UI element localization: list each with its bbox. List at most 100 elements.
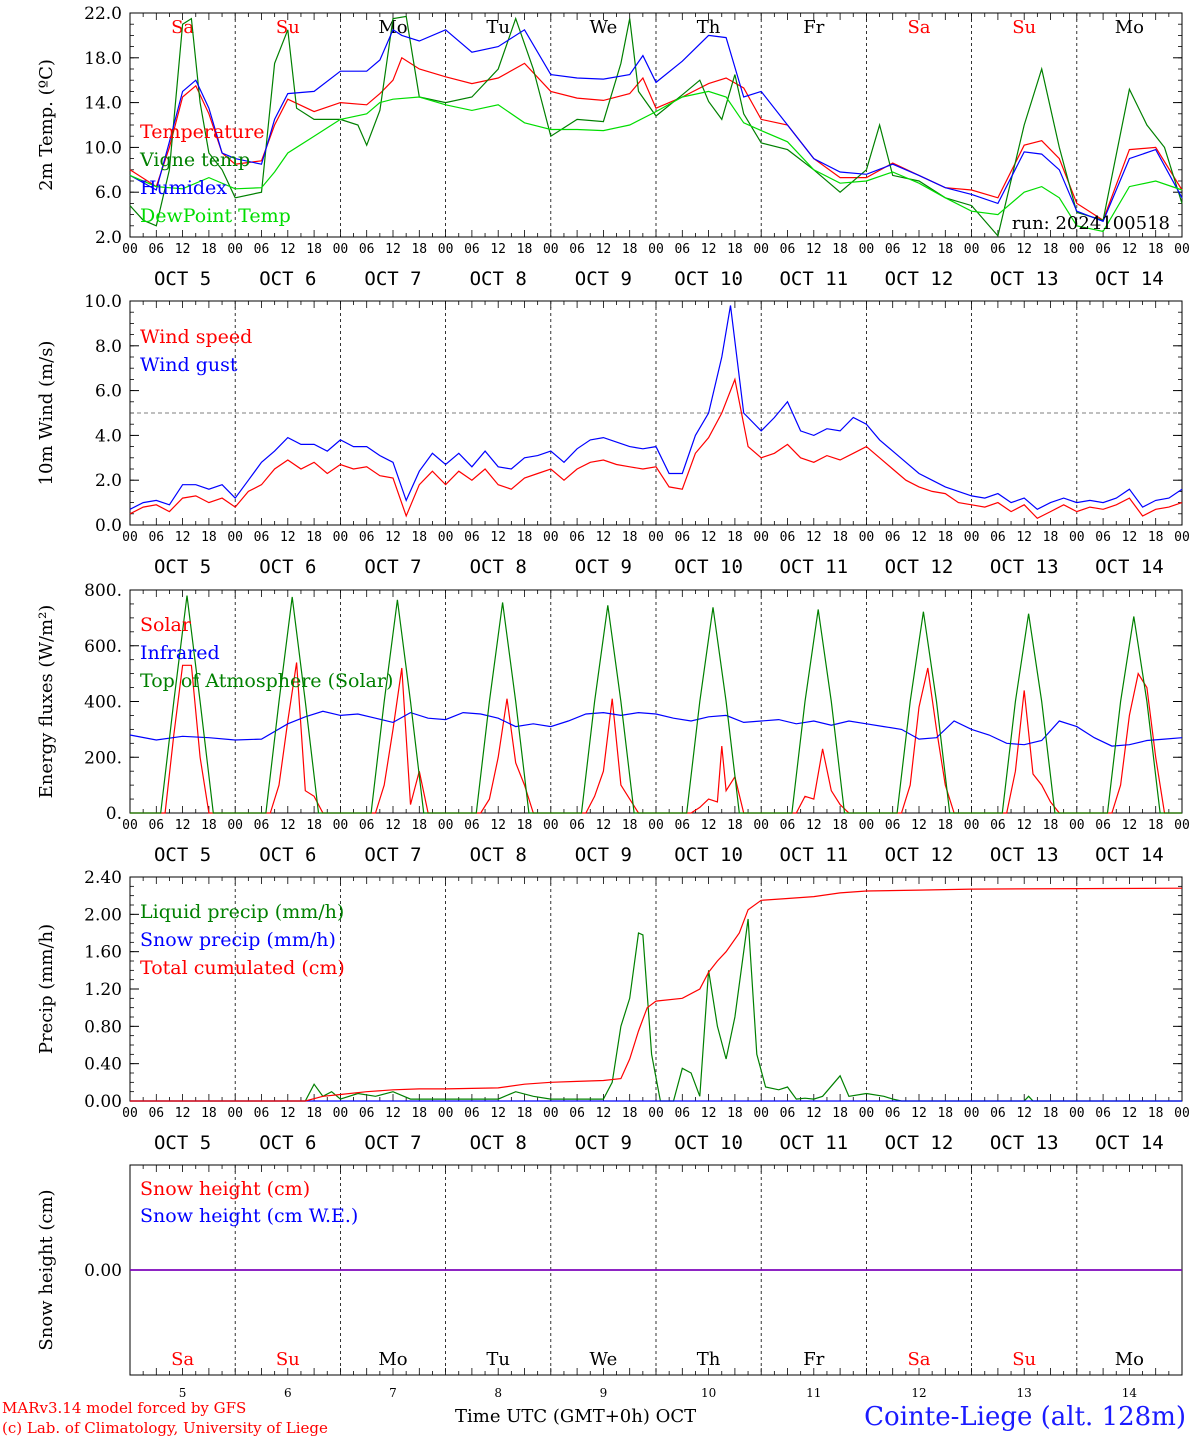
hour-tick-label: 12	[806, 530, 822, 545]
hour-tick-label: 18	[1043, 530, 1059, 545]
date-label: OCT 12	[885, 1132, 954, 1154]
hour-tick-label: 00	[964, 1106, 980, 1121]
day-number-label: 7	[389, 1386, 397, 1400]
hour-tick-label: 18	[832, 242, 848, 257]
date-label: OCT 14	[1095, 268, 1164, 290]
date-label: OCT 6	[259, 1132, 316, 1154]
hour-tick-label: 12	[490, 1106, 506, 1121]
hour-tick-label: 00	[438, 242, 454, 257]
day-of-week-label: Sa	[907, 1349, 930, 1370]
hour-tick-label: 06	[148, 818, 164, 833]
date-label: OCT 7	[364, 268, 421, 290]
hour-tick-label: 18	[832, 530, 848, 545]
day-of-week-label: Su	[276, 17, 300, 38]
hour-tick-label: 18	[832, 1106, 848, 1121]
hour-tick-label: 06	[885, 242, 901, 257]
hour-tick-label: 00	[333, 530, 349, 545]
hour-tick-label: 00	[859, 242, 875, 257]
hour-tick-label: 12	[1122, 818, 1138, 833]
hour-tick-label: 00	[859, 1106, 875, 1121]
hour-tick-label: 06	[569, 530, 585, 545]
y-tick-label: 200.	[84, 748, 122, 768]
hour-tick-label: 12	[596, 818, 612, 833]
credit-line-2: (c) Lab. of Climatology, University of L…	[2, 1419, 328, 1437]
hour-tick-label: 18	[517, 818, 533, 833]
hour-tick-label: 06	[359, 530, 375, 545]
hour-tick-label: 00	[964, 818, 980, 833]
hour-tick-label: 06	[569, 818, 585, 833]
y-tick-label: 0.0	[95, 516, 122, 536]
y-tick-label: 8.0	[95, 337, 122, 357]
hour-tick-label: 12	[1122, 1106, 1138, 1121]
hour-tick-label: 06	[359, 242, 375, 257]
hour-tick-label: 00	[753, 1106, 769, 1121]
series-line-top-of-atmosphere-solar-	[130, 595, 1182, 814]
hour-tick-label: 06	[254, 242, 270, 257]
hour-tick-label: 12	[1016, 818, 1032, 833]
day-number-label: 10	[701, 1386, 716, 1400]
day-of-week-label: Tu	[486, 1349, 510, 1370]
hour-tick-label: 12	[175, 818, 191, 833]
hour-tick-label: 00	[1174, 242, 1190, 257]
y-tick-label: 800.	[84, 581, 122, 601]
hour-tick-label: 00	[122, 818, 138, 833]
day-number-label: 13	[1017, 1386, 1032, 1400]
hour-tick-label: 00	[648, 1106, 664, 1121]
hour-tick-label: 00	[227, 1106, 243, 1121]
hour-tick-label: 12	[385, 530, 401, 545]
run-annotation: run: 2024100518	[1012, 213, 1170, 234]
hour-tick-label: 06	[148, 1106, 164, 1121]
hour-tick-label: 18	[201, 1106, 217, 1121]
hour-tick-label: 06	[780, 530, 796, 545]
hour-tick-label: 12	[596, 242, 612, 257]
hour-tick-label: 12	[911, 242, 927, 257]
hour-tick-label: 00	[333, 1106, 349, 1121]
day-of-week-label: Mo	[378, 17, 407, 38]
hour-tick-label: 12	[1122, 242, 1138, 257]
y-tick-label: 22.0	[84, 4, 122, 24]
hour-tick-label: 00	[438, 1106, 454, 1121]
hour-tick-label: 12	[701, 242, 717, 257]
hour-tick-label: 18	[937, 242, 953, 257]
series-line-total-cumulated-cm-	[130, 887, 1183, 1102]
y-tick-label: 0.00	[84, 1092, 122, 1112]
y-tick-label: 0.	[106, 804, 122, 824]
day-number-label: 6	[284, 1386, 292, 1400]
hour-tick-label: 18	[1043, 242, 1059, 257]
panel-precip: 0.00 0.40 0.80 1.20 1.60 2.00 2.40 Precip (mm/h…	[36, 868, 1190, 1154]
date-label: OCT 8	[470, 1132, 527, 1154]
date-label: OCT 12	[885, 844, 954, 866]
date-label: OCT 11	[779, 1132, 848, 1154]
hour-tick-label: 18	[517, 1106, 533, 1121]
hour-tick-label: 06	[1095, 1106, 1111, 1121]
hour-tick-label: 00	[333, 242, 349, 257]
date-label: OCT 9	[575, 844, 632, 866]
date-label: OCT 9	[575, 268, 632, 290]
hour-tick-label: 06	[464, 818, 480, 833]
day-of-week-label: Tu	[486, 17, 510, 38]
y-tick-label: 2.0	[95, 471, 122, 491]
y-tick-label: 2.40	[84, 868, 122, 888]
hour-tick-label: 18	[1148, 242, 1164, 257]
date-label: OCT 14	[1095, 556, 1164, 578]
hour-tick-label: 06	[885, 818, 901, 833]
hour-tick-label: 18	[1043, 1106, 1059, 1121]
date-label: OCT 11	[779, 556, 848, 578]
hour-tick-label: 18	[727, 818, 743, 833]
legend-entry: Wind gust	[140, 354, 238, 376]
day-of-week-label: We	[590, 17, 618, 38]
y-tick-label: 600.	[84, 637, 122, 657]
time-axis-title: Time UTC (GMT+0h) OCT	[455, 1406, 696, 1427]
y-axis-title: Precip (mm/h)	[36, 924, 57, 1054]
hour-tick-label: 12	[596, 1106, 612, 1121]
hour-tick-label: 18	[1148, 1106, 1164, 1121]
date-label: OCT 10	[674, 556, 743, 578]
legend-entry: Solar	[140, 614, 192, 636]
hour-tick-label: 06	[674, 242, 690, 257]
hour-tick-label: 00	[227, 242, 243, 257]
hour-tick-label: 12	[385, 242, 401, 257]
hour-tick-label: 00	[1069, 818, 1085, 833]
hour-tick-label: 06	[254, 1106, 270, 1121]
date-label: OCT 5	[154, 268, 211, 290]
